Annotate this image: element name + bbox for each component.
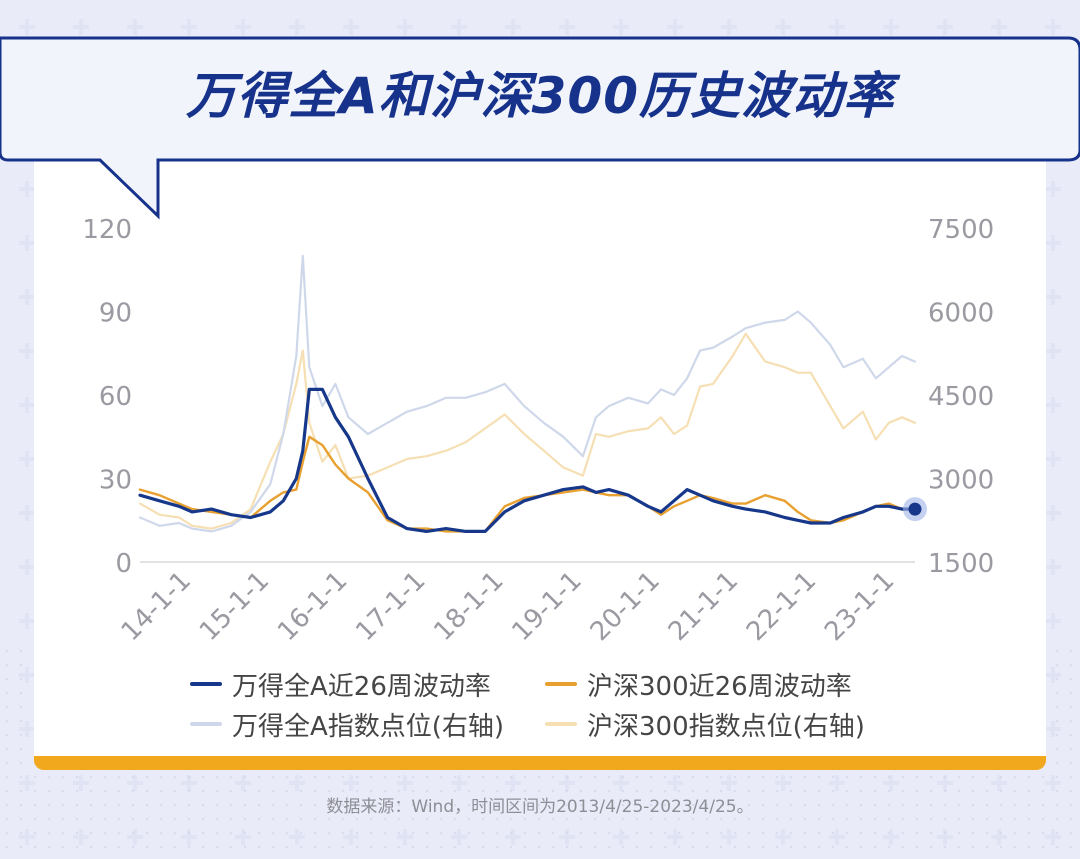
- y-left-tick-label: 0: [115, 549, 132, 579]
- x-tick-label: 15-1-1: [194, 566, 275, 647]
- volatility-lines: [138, 387, 927, 534]
- y-left-tick-label: 120: [82, 215, 132, 245]
- legend-item-wind-index: 万得全A指数点位(右轴): [190, 706, 545, 743]
- tick-labels: 03060901201500300045006000750014-1-115-1…: [82, 215, 994, 647]
- source-note: 数据来源：Wind，时间区间为2013/4/25-2023/4/25。: [326, 797, 754, 817]
- card-accent-bar: [34, 756, 1046, 770]
- legend-item-hs300-vol: 沪深300近26周波动率: [545, 666, 900, 703]
- x-tick-label: 16-1-1: [272, 566, 353, 647]
- legend-swatch: [190, 722, 222, 726]
- end-marker-point: [908, 502, 922, 516]
- legend-label: 沪深300近26周波动率: [587, 671, 852, 702]
- y-left-tick-label: 30: [99, 466, 132, 496]
- y-right-tick-label: 7500: [928, 215, 994, 245]
- y-right-tick-label: 4500: [928, 382, 994, 412]
- x-tick-label: 22-1-1: [741, 566, 822, 647]
- wind-a-volatility-line: [138, 387, 917, 534]
- legend-label: 沪深300指数点位(右轴): [587, 711, 865, 742]
- x-tick-label: 23-1-1: [819, 566, 900, 647]
- chart-card: [34, 150, 1046, 762]
- y-right-tick-label: 1500: [928, 549, 994, 579]
- legend: 万得全A近26周波动率 沪深300近26周波动率 万得全A指数点位(右轴) 沪深…: [190, 664, 910, 744]
- x-tick-label: 19-1-1: [507, 566, 588, 647]
- y-left-tick-label: 90: [99, 299, 132, 329]
- legend-swatch: [190, 682, 222, 686]
- x-tick-label: 18-1-1: [428, 566, 509, 647]
- legend-item-wind-vol: 万得全A近26周波动率: [190, 666, 545, 703]
- legend-swatch: [545, 722, 577, 726]
- x-tick-label: 17-1-1: [350, 566, 431, 647]
- x-tick-label: 21-1-1: [663, 566, 744, 647]
- wind-a-index-line: [138, 254, 917, 533]
- y-right-tick-label: 3000: [928, 466, 994, 496]
- legend-item-hs300-index: 沪深300指数点位(右轴): [545, 706, 900, 743]
- chart-title: 万得全A和沪深300历史波动率: [185, 67, 895, 125]
- y-left-tick-label: 60: [99, 382, 132, 412]
- legend-label: 万得全A近26周波动率: [232, 671, 491, 702]
- y-right-tick-label: 6000: [928, 299, 994, 329]
- legend-swatch: [545, 682, 577, 686]
- legend-label: 万得全A指数点位(右轴): [232, 711, 505, 742]
- x-tick-label: 20-1-1: [585, 566, 666, 647]
- title-bubble: [0, 36, 1080, 220]
- index-lines: [138, 254, 917, 533]
